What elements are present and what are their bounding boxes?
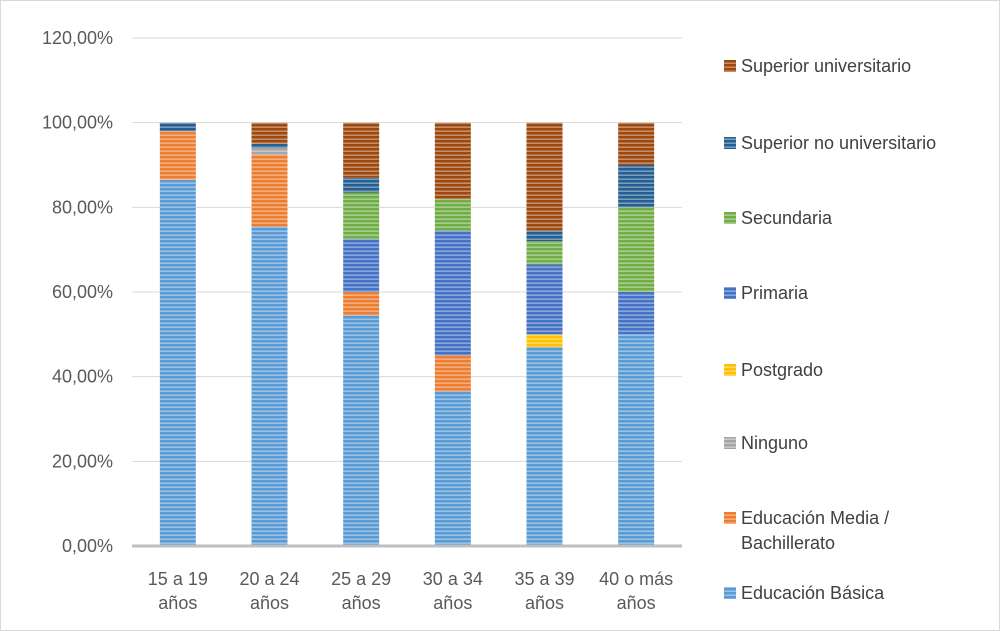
legend-swatch — [724, 137, 736, 149]
bar-segment — [251, 154, 288, 227]
x-axis-ticks: 15 a 19 años 20 a 24 años 25 a 29 años 30 a 34… — [148, 569, 673, 613]
bar-segment — [526, 122, 563, 231]
bar-segment — [159, 122, 196, 132]
y-tick-label: 100,00% — [42, 113, 113, 133]
legend-label: Ninguno — [741, 433, 808, 453]
bar-segment — [618, 207, 655, 292]
legend-swatch — [724, 287, 736, 299]
legend-label: Postgrado — [741, 360, 823, 380]
x-tick-label: 25 a 29 años — [331, 569, 391, 613]
y-tick-label: 20,00% — [52, 451, 113, 471]
bar-segment — [526, 241, 563, 265]
bar-segment — [434, 391, 471, 546]
bar-segment — [526, 264, 563, 335]
bar-segment — [251, 148, 288, 155]
legend-label: Primaria — [741, 283, 809, 303]
x-tick-label: 40 o más años — [599, 569, 673, 613]
bar-segment — [618, 122, 655, 165]
bar-segment — [159, 179, 196, 547]
legend-label: Superior no universitario — [741, 133, 936, 153]
legend-swatch — [724, 512, 736, 524]
bar-segment — [526, 230, 563, 242]
legend-swatch — [724, 364, 736, 376]
y-tick-label: 60,00% — [52, 282, 113, 302]
y-tick-label: 80,00% — [52, 197, 113, 217]
bar-segment — [343, 292, 380, 316]
bar-segment — [251, 122, 288, 144]
bar-segment — [618, 334, 655, 546]
bar-segment — [343, 315, 380, 546]
y-tick-label: 40,00% — [52, 367, 113, 387]
legend: Superior universitario Superior no univer… — [724, 56, 936, 603]
legend-swatch — [724, 587, 736, 599]
bar-segment — [526, 347, 563, 546]
legend-label: Secundaria — [741, 208, 833, 228]
bar-segment — [434, 355, 471, 392]
legend-swatch — [724, 212, 736, 224]
legend-swatch — [724, 437, 736, 449]
y-tick-label: 120,00% — [42, 28, 113, 48]
legend-label: Educación Media / Bachillerato — [741, 508, 889, 553]
bar-segment — [434, 198, 471, 231]
legend-label: Educación Básica — [741, 583, 885, 603]
bar-segment — [251, 226, 288, 546]
bar-segment — [434, 230, 471, 356]
bar-segment — [618, 292, 655, 335]
bar-segment — [251, 143, 288, 149]
bar-segment — [159, 131, 196, 180]
legend-swatch — [724, 60, 736, 72]
bar-segment — [434, 122, 471, 199]
bar-segment — [343, 122, 380, 178]
y-axis-ticks: 0,00% 20,00% 40,00% 60,00% 80,00% 100,00% 120,… — [42, 28, 113, 556]
bar-segment — [343, 177, 380, 193]
bars — [159, 122, 655, 547]
bar-segment — [343, 192, 380, 240]
gridlines — [132, 37, 682, 462]
legend-label: Superior universitario — [741, 56, 911, 76]
x-tick-label: 35 a 39 años — [514, 569, 574, 613]
bar-segment — [343, 239, 380, 292]
bar-segment — [526, 334, 563, 348]
x-tick-label: 20 a 24 años — [239, 569, 299, 613]
x-tick-label: 15 a 19 años — [148, 569, 208, 613]
x-tick-label: 30 a 34 años — [423, 569, 483, 613]
bar-segment — [618, 165, 655, 208]
y-tick-label: 0,00% — [62, 536, 113, 556]
